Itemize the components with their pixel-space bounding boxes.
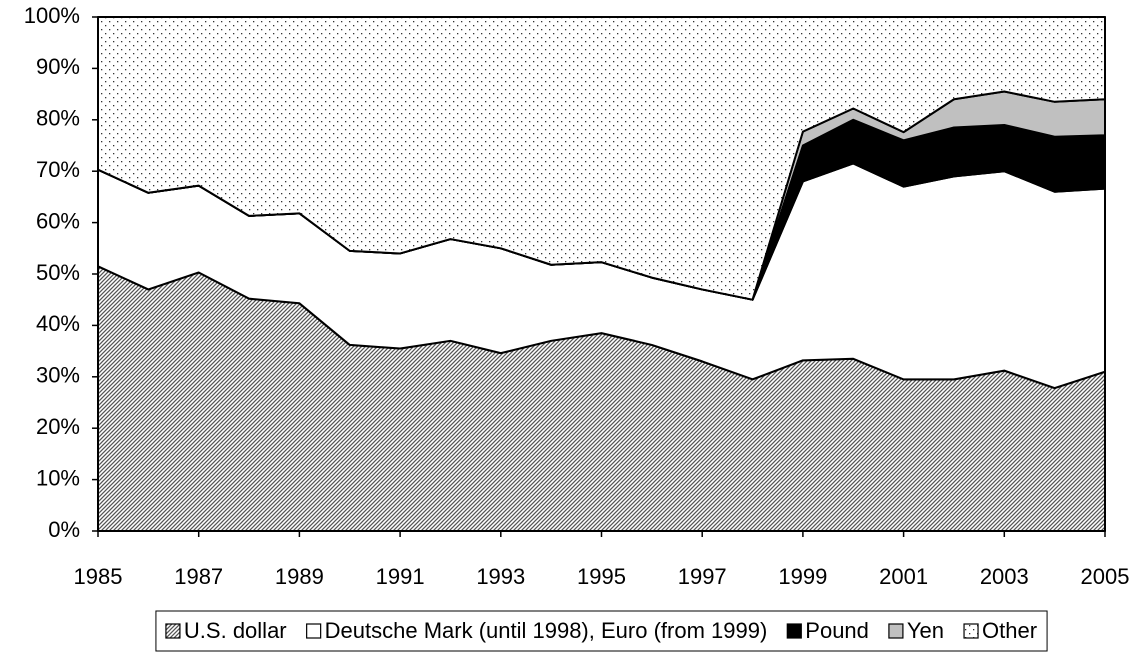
- legend-label: Deutsche Mark (until 1998), Euro (from 1…: [325, 618, 768, 643]
- x-tick-label: 1997: [678, 564, 727, 589]
- y-tick-label: 80%: [36, 106, 80, 131]
- y-tick-label: 30%: [36, 363, 80, 388]
- legend-label: Yen: [907, 618, 944, 643]
- x-tick-label: 2003: [980, 564, 1029, 589]
- legend-swatch: [786, 623, 802, 639]
- x-tick-label: 1995: [577, 564, 626, 589]
- legend-swatch: [306, 623, 322, 639]
- legend-label: U.S. dollar: [184, 618, 287, 643]
- legend: U.S. dollar Deutsche Mark (until 1998), E…: [155, 610, 1048, 652]
- legend-swatch: [165, 623, 181, 639]
- y-tick-label: 70%: [36, 157, 80, 182]
- legend-label: Other: [982, 618, 1037, 643]
- legend-swatch: [888, 623, 904, 639]
- legend-label: Pound: [805, 618, 869, 643]
- x-tick-label: 1987: [174, 564, 223, 589]
- y-tick-label: 40%: [36, 311, 80, 336]
- y-tick-label: 90%: [36, 54, 80, 79]
- x-tick-label: 1985: [74, 564, 123, 589]
- x-tick-label: 1991: [376, 564, 425, 589]
- y-tick-label: 20%: [36, 414, 80, 439]
- y-tick-label: 0%: [48, 517, 80, 542]
- legend-swatch: [963, 623, 979, 639]
- x-tick-label: 2001: [879, 564, 928, 589]
- x-tick-label: 1989: [275, 564, 324, 589]
- y-tick-label: 60%: [36, 208, 80, 233]
- y-tick-label: 50%: [36, 260, 80, 285]
- y-tick-label: 100%: [24, 3, 80, 28]
- y-tick-label: 10%: [36, 465, 80, 490]
- x-tick-label: 1993: [476, 564, 525, 589]
- x-tick-label: 1999: [778, 564, 827, 589]
- x-tick-label: 2005: [1081, 564, 1130, 589]
